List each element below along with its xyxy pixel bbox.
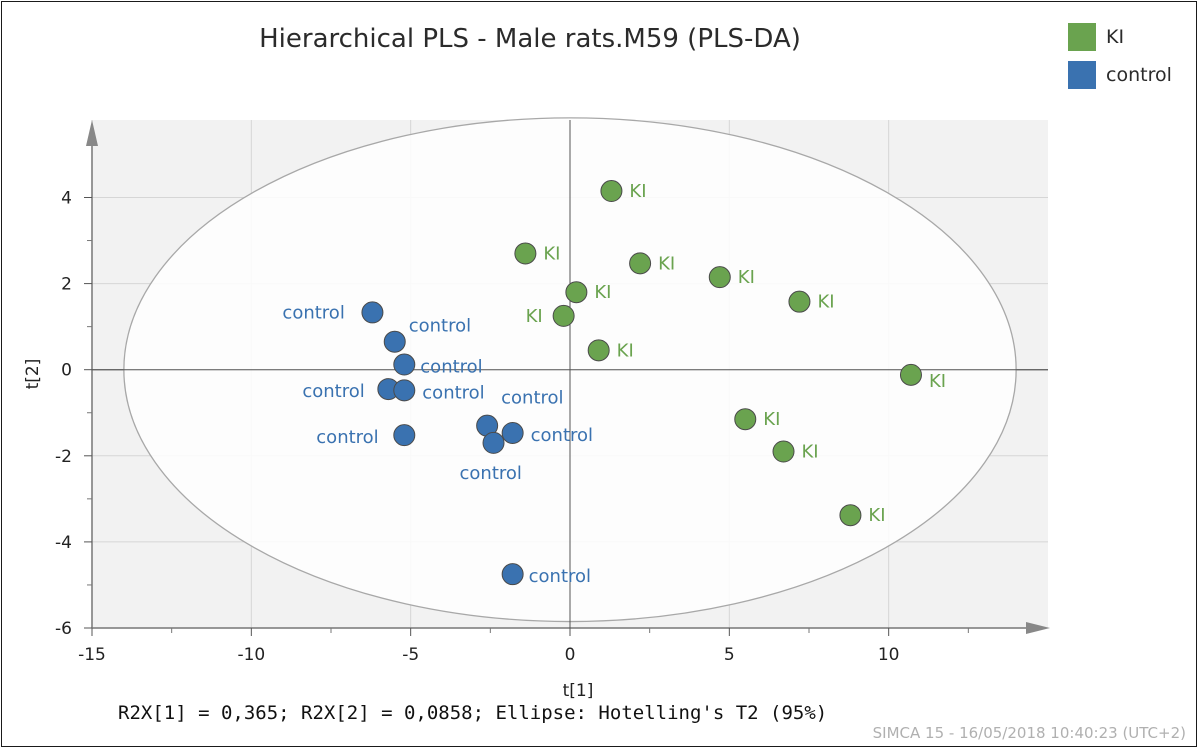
- x-axis-title: t[1]: [563, 681, 594, 701]
- y-tick-label: 0: [61, 361, 72, 381]
- y-tick-label: -4: [55, 533, 72, 553]
- point-label-ki: KI: [802, 441, 819, 462]
- point-ki: [734, 408, 757, 431]
- point-label-ki: KI: [763, 409, 780, 430]
- point-control: [501, 563, 524, 586]
- point-label-control: control: [531, 425, 593, 446]
- point-label-ki: KI: [594, 282, 611, 303]
- x-tick-label: 10: [878, 645, 900, 665]
- point-ki: [629, 252, 652, 275]
- x-tick-label: -5: [402, 645, 419, 665]
- point-control: [393, 379, 416, 402]
- x-tick-label: 0: [565, 645, 576, 665]
- point-control: [361, 301, 384, 324]
- point-ki: [899, 363, 922, 386]
- point-ki: [600, 180, 623, 203]
- legend-swatch-ki: [1068, 23, 1096, 51]
- legend-swatch-control: [1068, 61, 1096, 89]
- point-label-control: control: [282, 302, 344, 323]
- point-label-control: control: [422, 382, 484, 403]
- point-ki: [788, 290, 811, 313]
- chart-title: Hierarchical PLS - Male rats.M59 (PLS-DA…: [259, 24, 801, 54]
- point-ki: [552, 304, 575, 327]
- point-label-ki: KI: [629, 181, 646, 202]
- legend-item-ki[interactable]: KI: [1068, 20, 1172, 54]
- point-ki: [514, 242, 537, 265]
- y-tick-label: 2: [61, 275, 72, 295]
- point-label-control: control: [529, 566, 591, 587]
- point-control: [501, 421, 524, 444]
- point-ki: [772, 440, 795, 463]
- y-tick-label: -6: [55, 619, 72, 639]
- point-label-control: control: [409, 316, 471, 337]
- point-label-ki: KI: [658, 253, 675, 274]
- point-label-control: control: [302, 381, 364, 402]
- point-control: [482, 431, 505, 454]
- software-stamp: SIMCA 15 - 16/05/2018 10:40:23 (UTC+2): [872, 724, 1186, 742]
- legend-label-ki: KI: [1106, 26, 1125, 48]
- x-tick-label: 5: [724, 645, 735, 665]
- point-ki: [839, 504, 862, 527]
- chart-legend: KI control: [1068, 20, 1172, 96]
- point-label-ki: KI: [738, 267, 755, 288]
- point-label-ki: KI: [526, 306, 543, 327]
- point-label-ki: KI: [817, 292, 834, 313]
- y-axis-title: t[2]: [23, 359, 43, 390]
- point-label-ki: KI: [543, 243, 560, 264]
- x-tick-label: -15: [78, 645, 106, 665]
- point-label-ki: KI: [617, 340, 634, 361]
- y-tick-label: -2: [55, 447, 72, 467]
- chart-footer: R2X[1] = 0,365; R2X[2] = 0,0858; Ellipse…: [118, 702, 828, 724]
- point-label-ki: KI: [868, 505, 885, 526]
- y-tick-label: 4: [61, 188, 72, 208]
- point-ki: [708, 266, 731, 289]
- legend-label-control: control: [1106, 64, 1172, 86]
- x-tick-label: -10: [237, 645, 265, 665]
- point-label-control: control: [501, 388, 563, 409]
- y-axis-arrow: [86, 120, 98, 146]
- point-control: [393, 353, 416, 376]
- point-label-control: control: [460, 463, 522, 484]
- point-label-control: control: [316, 427, 378, 448]
- point-ki: [565, 281, 588, 304]
- legend-item-control[interactable]: control: [1068, 58, 1172, 92]
- x-axis-arrow: [1026, 622, 1050, 634]
- point-control: [383, 330, 406, 353]
- point-label-ki: KI: [929, 371, 946, 392]
- point-control: [393, 424, 416, 447]
- point-label-control: control: [420, 357, 482, 378]
- point-ki: [587, 339, 610, 362]
